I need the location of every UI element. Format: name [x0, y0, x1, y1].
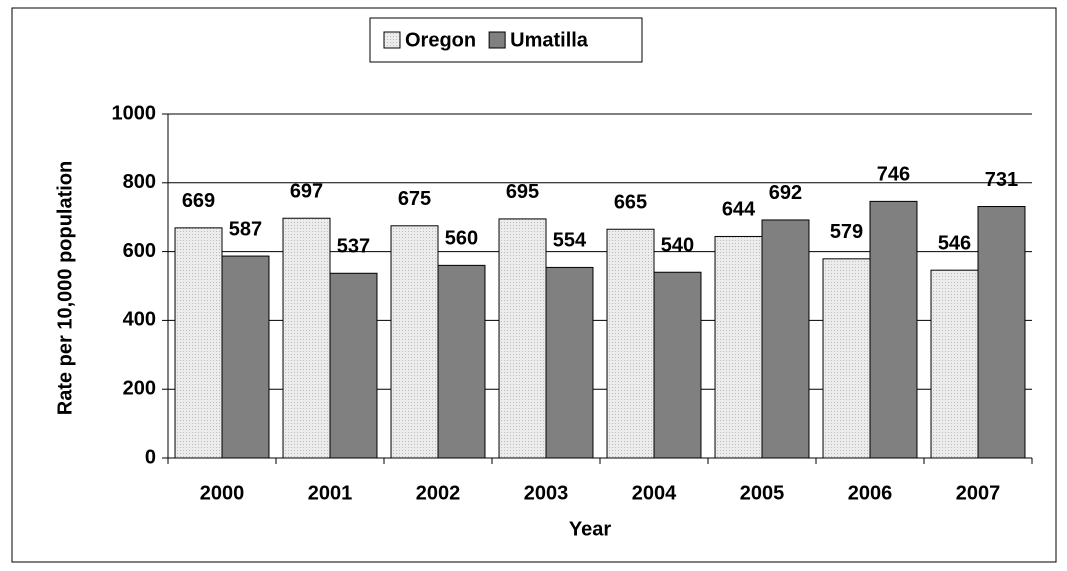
x-tick-label: 2002	[416, 482, 461, 504]
y-tick-label: 1000	[112, 102, 157, 124]
bar	[437, 264, 486, 459]
y-tick-label: 0	[145, 446, 156, 468]
data-label: 697	[290, 181, 323, 203]
y-tick-label: 200	[123, 377, 156, 399]
x-tick-label: 2004	[632, 482, 677, 504]
data-label: 695	[506, 181, 539, 203]
legend-swatch	[383, 31, 401, 49]
legend-label: Oregon	[405, 29, 476, 51]
x-tick-label: 2003	[524, 482, 569, 504]
data-label: 554	[553, 230, 587, 252]
x-tick-label: 2007	[956, 482, 1001, 504]
bar	[498, 218, 547, 459]
x-tick-label: 2001	[308, 482, 353, 504]
bar	[390, 225, 439, 459]
legend-box	[369, 17, 643, 63]
legend-label: Umatilla	[510, 29, 589, 51]
bar	[930, 269, 979, 459]
bar	[606, 228, 655, 459]
bar	[977, 206, 1026, 459]
data-label: 546	[938, 232, 971, 254]
bar	[329, 272, 378, 459]
data-label: 540	[661, 235, 694, 257]
data-label: 579	[830, 221, 863, 243]
bar	[822, 258, 871, 459]
data-label: 746	[877, 164, 910, 186]
data-label: 644	[722, 199, 756, 221]
bar	[761, 219, 810, 459]
bar	[869, 200, 918, 459]
bar	[714, 235, 763, 459]
y-tick-label: 400	[123, 309, 156, 331]
y-tick-label: 800	[123, 171, 156, 193]
data-label: 692	[769, 182, 802, 204]
x-tick-label: 2006	[848, 482, 893, 504]
data-label: 560	[445, 228, 478, 250]
bar	[282, 217, 331, 459]
bar	[545, 266, 594, 459]
x-tick-label: 2000	[200, 482, 245, 504]
bar	[653, 271, 702, 459]
y-axis-label: Rate per 10,000 population	[54, 161, 76, 416]
bar	[174, 227, 223, 459]
x-axis-label: Year	[569, 518, 611, 540]
data-label: 665	[614, 192, 647, 214]
data-label: 731	[985, 169, 1018, 191]
data-label: 669	[182, 190, 215, 212]
data-label: 587	[229, 218, 262, 240]
legend-swatch	[488, 31, 506, 49]
bar	[221, 255, 270, 459]
data-label: 675	[398, 188, 431, 210]
x-tick-label: 2005	[740, 482, 785, 504]
data-label: 537	[337, 236, 370, 258]
y-tick-label: 600	[123, 240, 156, 262]
